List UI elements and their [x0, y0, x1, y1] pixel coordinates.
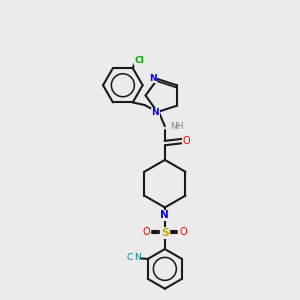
- Text: C: C: [127, 253, 133, 262]
- Text: O: O: [180, 227, 188, 237]
- Text: N: N: [151, 109, 159, 118]
- Text: O: O: [142, 227, 150, 237]
- Text: O: O: [183, 136, 190, 146]
- Text: N: N: [149, 74, 156, 82]
- Text: Cl: Cl: [134, 56, 144, 65]
- Text: N: N: [134, 253, 141, 262]
- Text: S: S: [161, 228, 169, 238]
- Text: N: N: [160, 210, 169, 220]
- Text: NH: NH: [170, 122, 184, 131]
